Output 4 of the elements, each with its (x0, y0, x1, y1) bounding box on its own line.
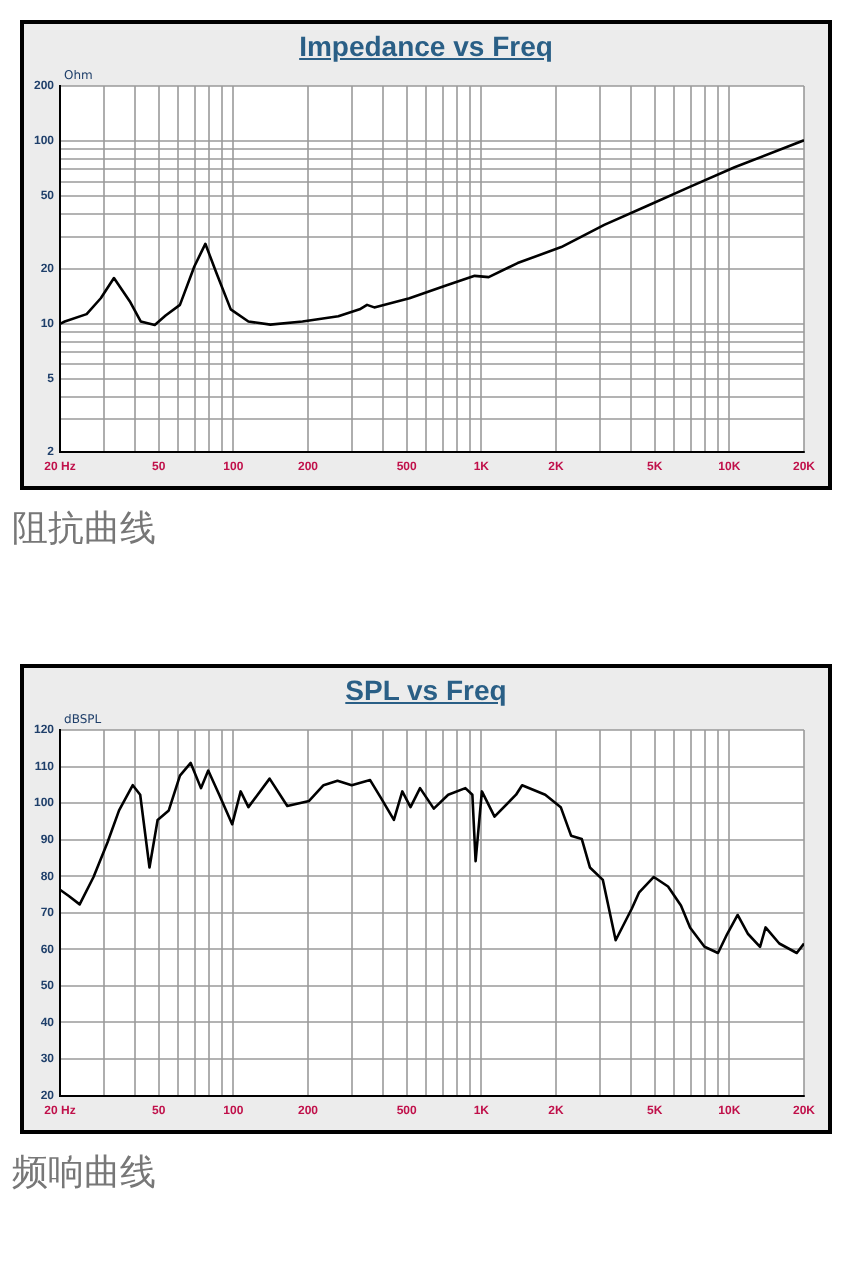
text: 频响曲线 (12, 1150, 156, 1196)
chart-title: Impedance vs Freq (297, 30, 555, 66)
text: 阻抗曲线 (12, 506, 156, 552)
chart-title: SPL vs Freq (343, 674, 509, 710)
